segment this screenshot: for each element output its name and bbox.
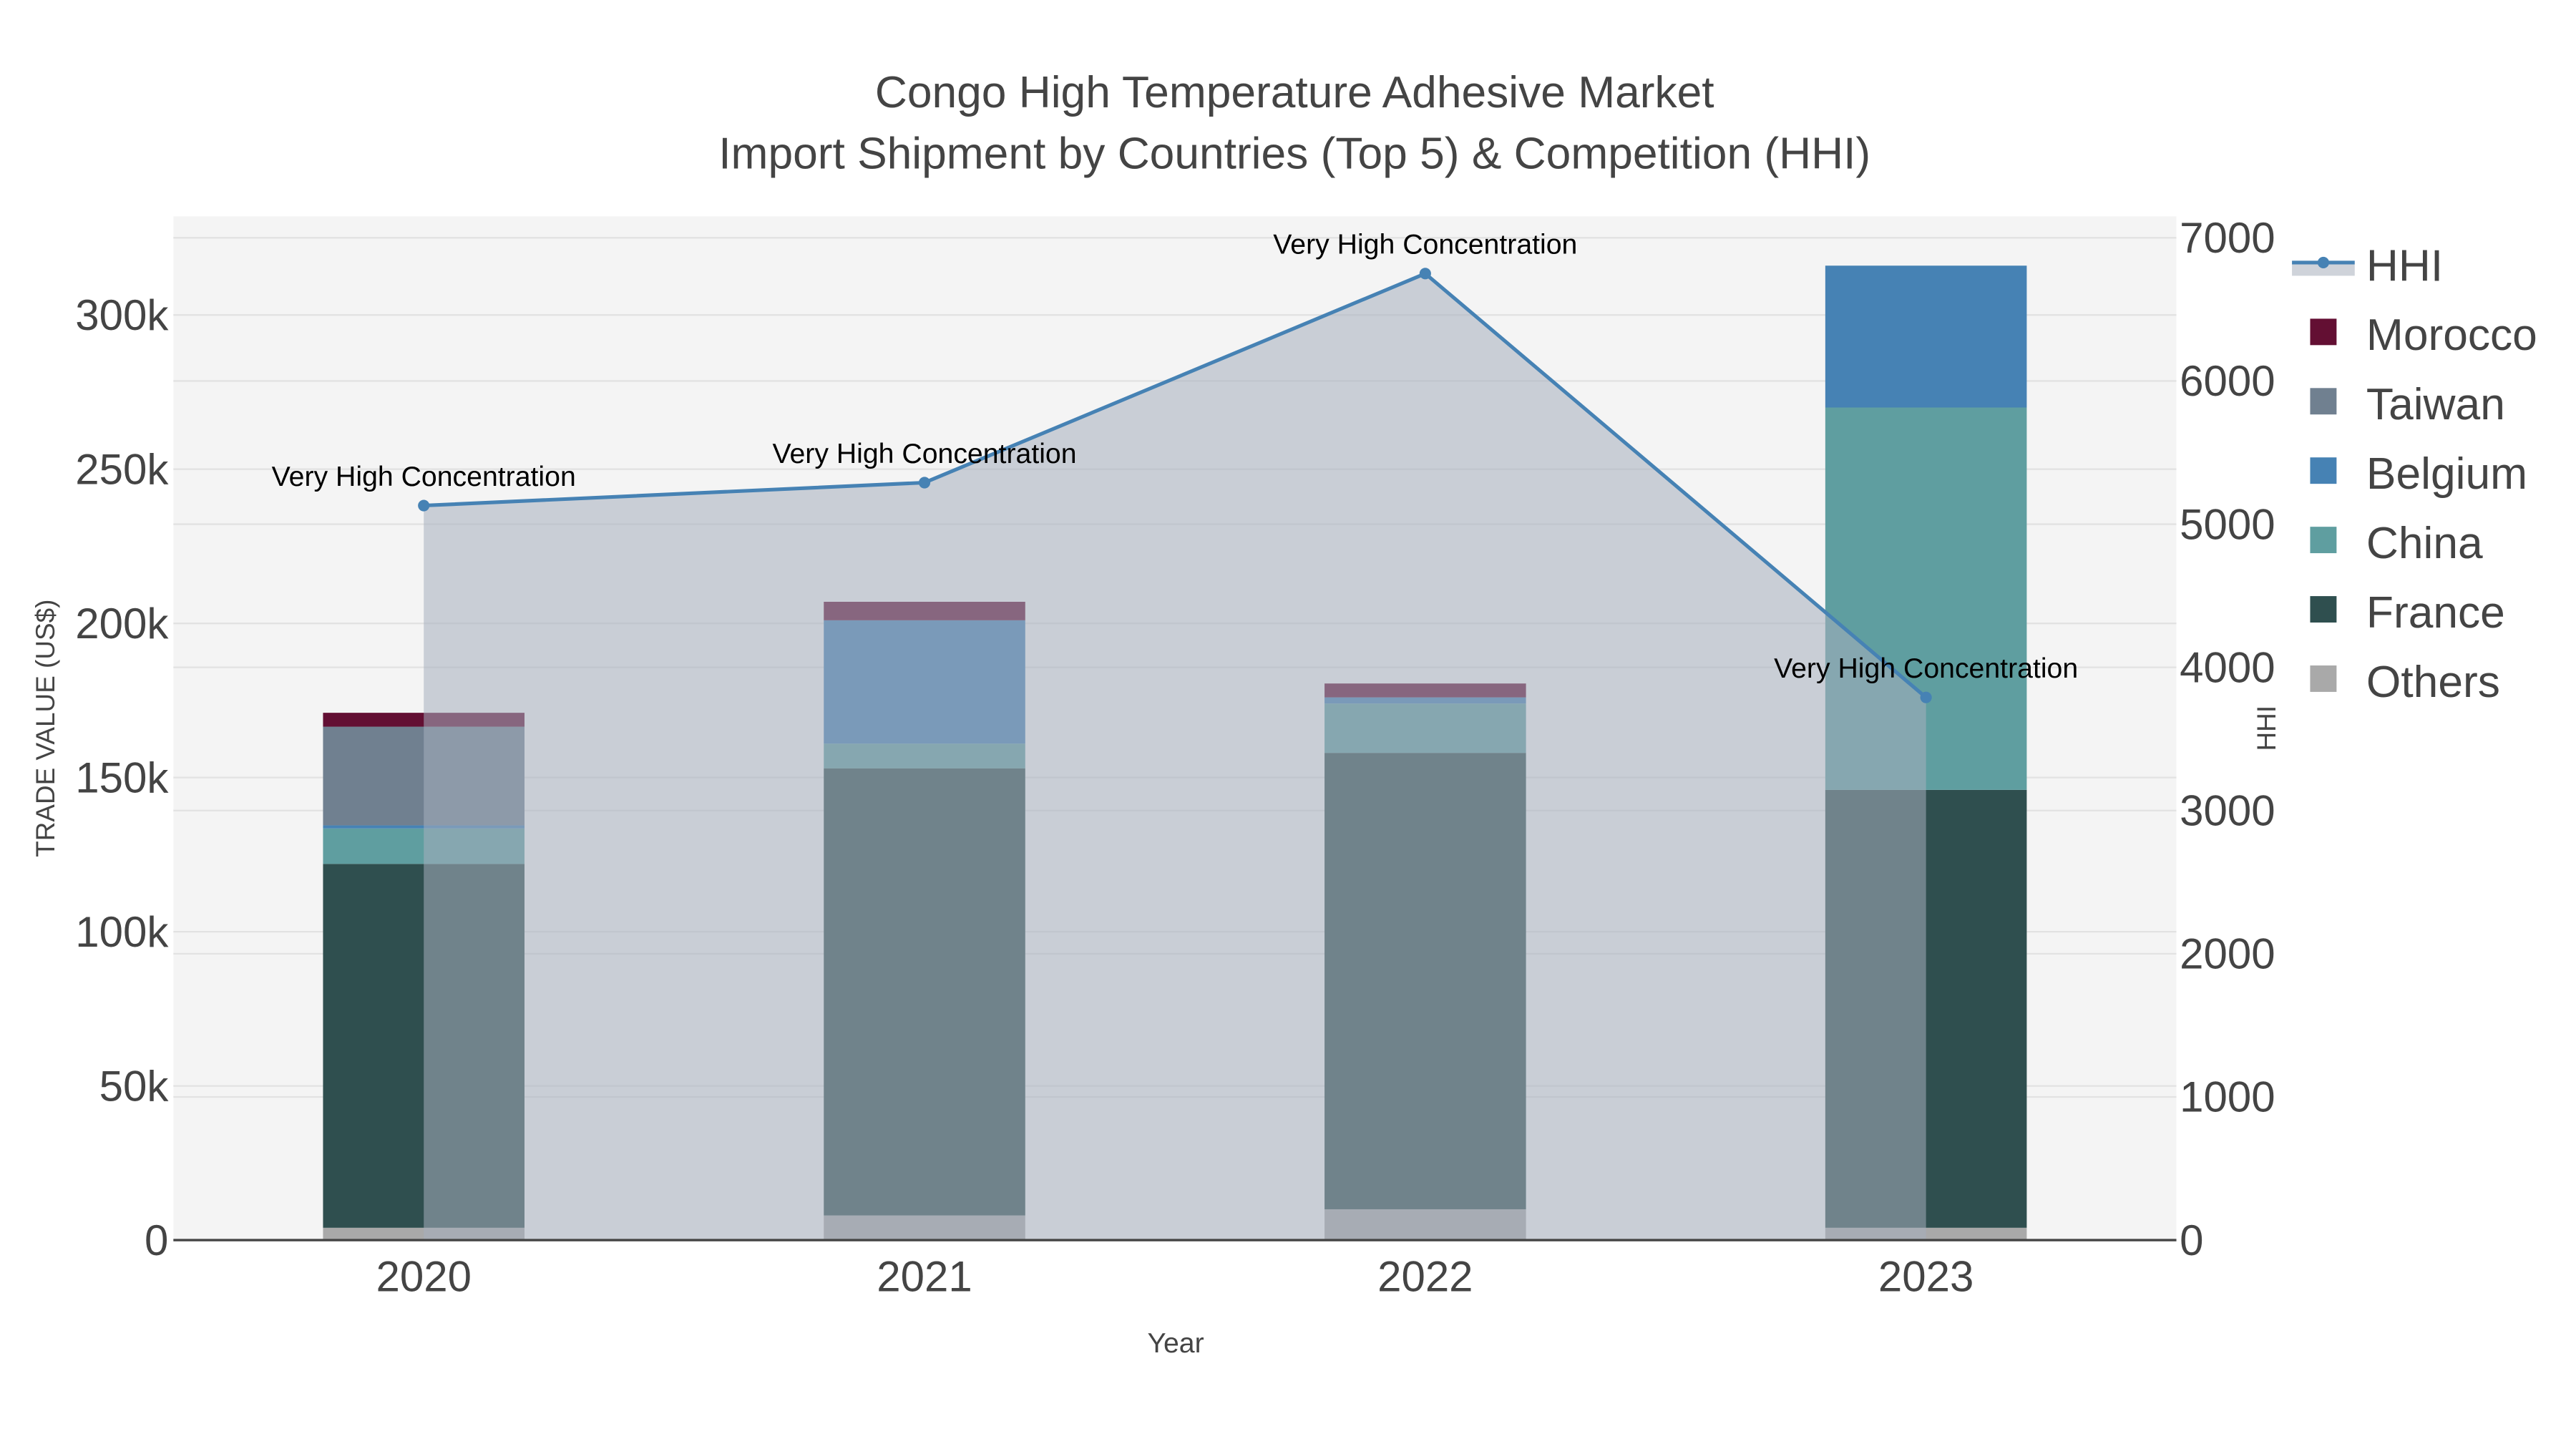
y-axis-ticks: 0 50k 100k 150k 200k 250k 300k	[75, 291, 169, 1264]
x-axis-label: Year	[1147, 1327, 1204, 1359]
y2-tick-label: 0	[2180, 1216, 2203, 1264]
legend-swatch-taiwan	[2310, 388, 2337, 415]
legend-item-others[interactable]: Others	[2366, 658, 2500, 707]
legend-swatch-others	[2310, 665, 2337, 692]
bar-belgium-2023	[1825, 265, 2027, 408]
y2-tick-label: 5000	[2180, 500, 2275, 548]
x-tick-label: 2020	[376, 1253, 471, 1301]
hhi-annotation: Very High Concentration	[1774, 653, 2078, 684]
legend-swatch-morocco	[2310, 318, 2337, 346]
chart-title: Congo High Temperature Adhesive Market	[875, 68, 1714, 117]
hhi-annotation: Very High Concentration	[272, 461, 576, 492]
x-tick-label: 2022	[1377, 1253, 1473, 1301]
legend-hhi-marker	[2317, 256, 2329, 268]
legend-item-china[interactable]: China	[2366, 519, 2483, 568]
hhi-annotation: Very High Concentration	[1273, 229, 1577, 260]
y2-tick-label: 6000	[2180, 357, 2275, 405]
legend-item-belgium[interactable]: Belgium	[2366, 449, 2527, 499]
hhi-series: Very High Concentration Very High Concent…	[272, 229, 2078, 1241]
y2-axis-ticks: 0 1000 2000 3000 4000 5000 6000 7000	[2180, 214, 2275, 1264]
legend-hhi-swatch	[2292, 264, 2355, 276]
y-tick-label: 150k	[75, 753, 169, 801]
legend: HHI Morocco Taiwan Belgium China France Others	[2292, 241, 2537, 707]
hhi-annotation: Very High Concentration	[772, 438, 1076, 469]
chart-subtitle: Import Shipment by Countries (Top 5) & C…	[718, 129, 1870, 178]
x-tick-label: 2023	[1878, 1253, 1974, 1301]
y-tick-label: 300k	[75, 291, 169, 339]
y-axis-label: TRADE VALUE (US$)	[31, 600, 60, 857]
y-tick-label: 0	[145, 1216, 168, 1264]
legend-swatch-belgium	[2310, 457, 2337, 484]
hhi-area	[424, 273, 1926, 1241]
y-tick-label: 100k	[75, 908, 169, 956]
y2-tick-label: 7000	[2180, 214, 2275, 262]
y2-axis-label: HHI	[2252, 706, 2281, 751]
legend-item-taiwan[interactable]: Taiwan	[2366, 380, 2505, 429]
y-tick-label: 200k	[75, 600, 169, 648]
hhi-point	[918, 477, 931, 489]
y-tick-label: 50k	[99, 1062, 170, 1110]
x-axis-ticks: 2020 2021 2022 2023	[376, 1253, 1974, 1301]
y2-tick-label: 4000	[2180, 643, 2275, 691]
legend-item-morocco[interactable]: Morocco	[2366, 311, 2537, 360]
hhi-point	[1920, 691, 1932, 703]
legend-item-france[interactable]: France	[2366, 588, 2505, 638]
hhi-line	[424, 271, 1928, 699]
y-tick-label: 250k	[75, 445, 169, 493]
y2-tick-label: 3000	[2180, 787, 2275, 835]
hhi-point	[418, 499, 430, 512]
hhi-point	[1419, 268, 1431, 280]
legend-swatch-china	[2310, 527, 2337, 554]
x-tick-label: 2021	[877, 1253, 972, 1301]
y2-tick-label: 2000	[2180, 930, 2275, 978]
legend-swatch-france	[2310, 596, 2337, 623]
y2-tick-label: 1000	[2180, 1073, 2275, 1121]
legend-item-hhi[interactable]: HHI	[2366, 241, 2443, 291]
